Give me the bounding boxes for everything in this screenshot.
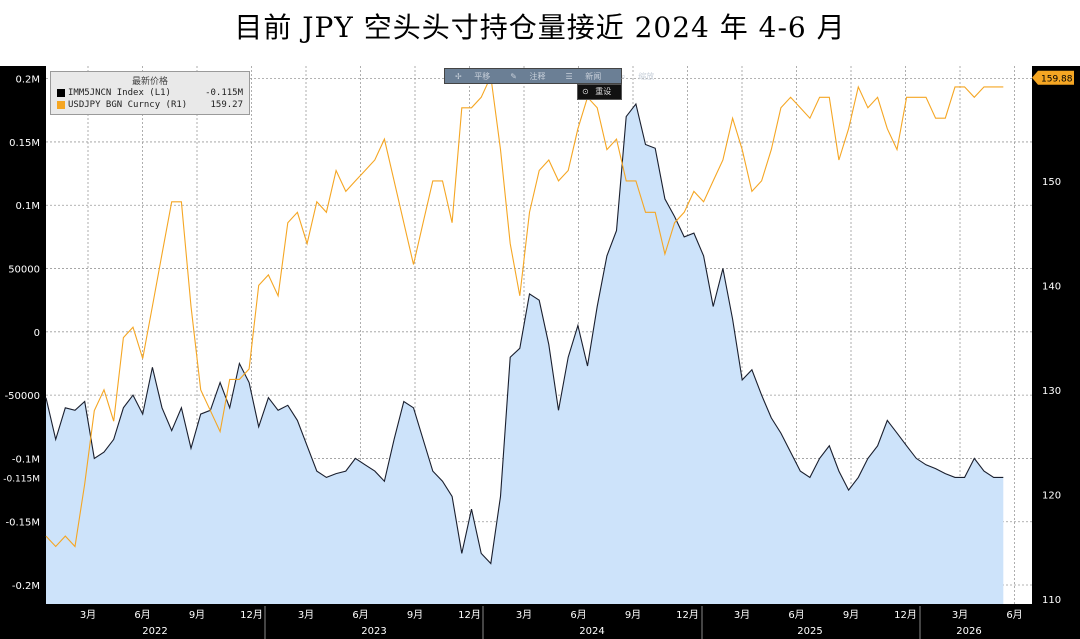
x-axis: 3月 6月 9月 12月 3月 6月 9月 12月 3月 6月 9月 12月 3月 6月 9月 12月 3月 6月… xyxy=(80,606,1023,639)
legend-value-usdjpy: 159.27 xyxy=(210,100,243,110)
right-last-value-marker xyxy=(1032,70,1074,85)
x-tick-label: 3月 xyxy=(298,609,314,621)
right-tick-label: 110 xyxy=(1042,595,1061,606)
right-axis-bg xyxy=(1032,66,1080,639)
news-label: 新闻 xyxy=(585,71,602,81)
usdjpy-series-line xyxy=(45,74,1004,548)
right-axis: 160150140130120110159.88 xyxy=(1032,70,1074,606)
chart[interactable]: 0.2M 0.15M 0.1M 50000 0 -50000 -0.1M -0.15M -0.2… xyxy=(0,66,1080,639)
left-last-value-label: -0.115M xyxy=(3,474,40,484)
annotate-label: 注释 xyxy=(529,71,546,81)
right-tick-label: 130 xyxy=(1042,386,1061,397)
year-label: 2023 xyxy=(361,626,386,637)
x-tick-label: 6月 xyxy=(1006,609,1022,621)
list-icon: ☰ xyxy=(565,71,573,81)
right-tick-label: 140 xyxy=(1042,281,1061,292)
page-title: 目前 JPY 空头头寸持仓量接近 2024 年 4-6 月 xyxy=(234,11,846,44)
left-tick-label: -0.15M xyxy=(5,518,40,529)
news-button[interactable]: ☰ 新闻 xyxy=(556,71,612,82)
year-label: 2025 xyxy=(797,626,822,637)
legend-value-imm: -0.115M xyxy=(205,88,243,98)
bottom-axis-bg xyxy=(46,604,1032,639)
x-tick-label: 6月 xyxy=(352,609,368,621)
x-tick-label: 9月 xyxy=(407,609,423,621)
legend-label-usdjpy: USDJPY BGN Curncy (R1) xyxy=(68,100,188,110)
pan-label: 平移 xyxy=(474,71,491,81)
left-tick-label: 0.2M xyxy=(15,75,40,86)
pan-button[interactable]: ✢ 平移 xyxy=(445,71,500,82)
left-tick-label: 50000 xyxy=(8,265,40,276)
year-label: 2022 xyxy=(142,626,167,637)
x-tick-label: 9月 xyxy=(189,609,205,621)
zoom-icon: ⌕ xyxy=(621,71,626,81)
x-tick-label: 3月 xyxy=(734,609,750,621)
year-label: 2026 xyxy=(956,626,981,637)
x-tick-label: 6月 xyxy=(570,609,586,621)
legend[interactable]: 最新价格 IMM5JNCN Index (L1) -0.115M USDJPY … xyxy=(50,71,250,115)
annotate-button[interactable]: ✎ 注释 xyxy=(500,71,555,82)
x-tick-label: 9月 xyxy=(625,609,641,621)
zoom-label: 缩放 xyxy=(638,71,655,81)
x-tick-label: 12月 xyxy=(894,609,917,621)
right-last-value-label: 159.88 xyxy=(1041,75,1073,85)
left-tick-label: -50000 xyxy=(5,391,40,402)
left-axis: 0.2M 0.15M 0.1M 50000 0 -50000 -0.1M -0.15M -0.2… xyxy=(3,75,40,592)
move-icon: ✢ xyxy=(455,71,462,81)
x-tick-label: 6月 xyxy=(134,609,150,621)
right-tick-label: 150 xyxy=(1042,177,1061,188)
right-tick-label: 120 xyxy=(1042,490,1061,501)
chart-toolbar[interactable]: ✢ 平移 ✎ 注释 ☰ 新闻 ⌕ 缩放 xyxy=(444,68,654,84)
reset-icon: ⊙ xyxy=(582,87,589,96)
series-layer xyxy=(45,74,1004,604)
imm-area-fill xyxy=(46,104,1004,604)
x-tick-label: 3月 xyxy=(952,609,968,621)
legend-item-imm[interactable]: IMM5JNCN Index (L1) -0.115M xyxy=(51,87,249,99)
legend-swatch-usdjpy xyxy=(57,100,65,109)
imm-series-line xyxy=(45,102,1004,565)
pencil-icon: ✎ xyxy=(510,71,517,81)
x-tick-label: 6月 xyxy=(788,609,804,621)
x-tick-label: 12月 xyxy=(676,609,699,621)
left-tick-label: -0.1M xyxy=(12,454,40,465)
x-tick-label: 9月 xyxy=(843,609,859,621)
x-tick-label: 3月 xyxy=(80,609,96,621)
left-tick-label: 0.1M xyxy=(15,201,40,212)
year-label: 2024 xyxy=(579,626,604,637)
zoom-button[interactable]: ⌕ 缩放 xyxy=(611,71,664,82)
reset-label: 重设 xyxy=(595,87,612,96)
left-tick-label: 0 xyxy=(34,328,40,339)
left-axis-bg xyxy=(0,66,46,639)
legend-item-usdjpy[interactable]: USDJPY BGN Curncy (R1) 159.27 xyxy=(51,99,249,111)
legend-swatch-imm xyxy=(57,88,65,97)
x-tick-label: 12月 xyxy=(240,609,263,621)
reset-button[interactable]: ⊙ 重设 xyxy=(577,84,622,100)
left-tick-label: 0.15M xyxy=(9,138,40,149)
x-tick-label: 12月 xyxy=(458,609,481,621)
x-tick-label: 3月 xyxy=(516,609,532,621)
left-tick-label: -0.2M xyxy=(12,581,40,592)
legend-title: 最新价格 xyxy=(131,77,168,87)
legend-label-imm: IMM5JNCN Index (L1) xyxy=(68,88,171,98)
